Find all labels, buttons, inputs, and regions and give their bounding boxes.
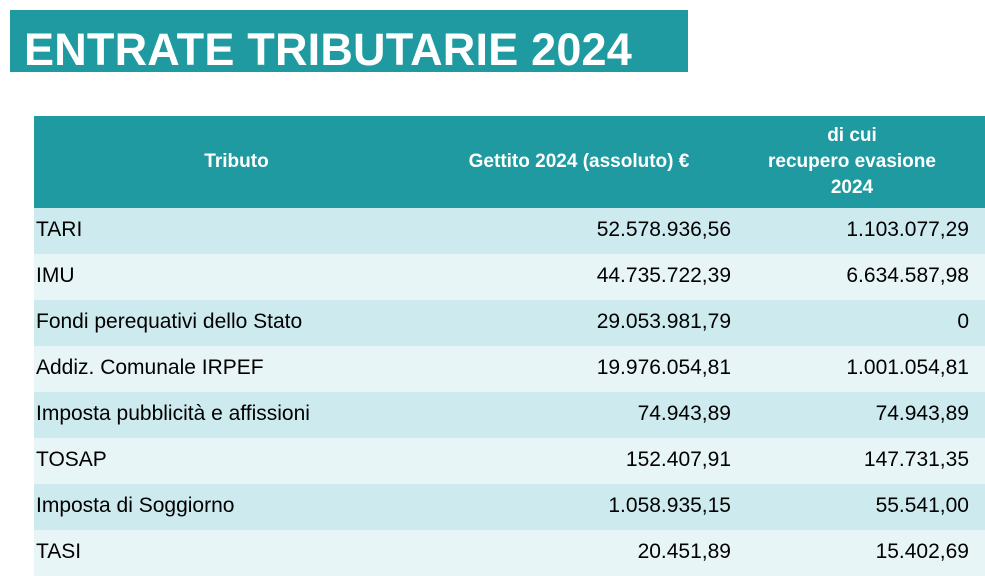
cell-tributo: Fondi perequativi dello Stato [36, 310, 303, 333]
table-header: Tributo Gettito 2024 (assoluto) € di cui… [34, 116, 985, 208]
cell-recupero: 0 [957, 310, 969, 333]
header-recupero-line3: 2024 [830, 177, 874, 198]
cell-gettito: 44.735.722,39 [596, 264, 731, 287]
cell-gettito: 1.058.935,15 [608, 494, 731, 517]
table-row: Addiz. Comunale IRPEF 19.976.054,81 1.00… [34, 346, 985, 392]
cell-gettito: 29.053.981,79 [596, 310, 731, 333]
table-row: TOSAP 152.407,91 147.731,35 [34, 438, 985, 484]
cell-tributo: TOSAP [36, 448, 107, 471]
cell-tributo: IMU [36, 264, 75, 287]
header-recupero-line1: di cui [827, 125, 877, 146]
table-row: TASI 20.451,89 15.402,69 [34, 530, 985, 576]
page-title: ENTRATE TRIBUTARIE 2024 [24, 24, 633, 75]
table-row: Imposta di Soggiorno 1.058.935,15 55.541… [34, 484, 985, 530]
cell-gettito: 20.451,89 [637, 540, 731, 563]
cell-recupero: 1.103.077,29 [846, 218, 969, 241]
cell-tributo: Imposta di Soggiorno [36, 494, 235, 517]
cell-gettito: 152.407,91 [625, 448, 731, 471]
tax-revenue-table: Tributo Gettito 2024 (assoluto) € di cui… [34, 116, 985, 576]
table-row: TARI 52.578.936,56 1.103.077,29 [34, 208, 985, 254]
cell-recupero: 74.943,89 [875, 402, 969, 425]
table-row: Fondi perequativi dello Stato 29.053.981… [34, 300, 985, 346]
header-gettito: Gettito 2024 (assoluto) € [468, 151, 690, 172]
cell-gettito: 74.943,89 [637, 402, 731, 425]
cell-gettito: 19.976.054,81 [596, 356, 731, 379]
table-row: Imposta pubblicità e affissioni 74.943,8… [34, 392, 985, 438]
cell-recupero: 1.001.054,81 [846, 356, 969, 379]
title-banner: ENTRATE TRIBUTARIE 2024 [10, 10, 688, 75]
header-tributo: Tributo [204, 151, 269, 172]
cell-tributo: TASI [36, 540, 82, 563]
table-row: IMU 44.735.722,39 6.634.587,98 [34, 254, 985, 300]
header-recupero: di cui recupero evasione 2024 [719, 116, 985, 208]
cell-tributo: TARI [36, 218, 83, 241]
cell-tributo: Addiz. Comunale IRPEF [36, 356, 264, 379]
cell-recupero: 147.731,35 [863, 448, 969, 471]
cell-tributo: Imposta pubblicità e affissioni [36, 402, 310, 425]
header-recupero-line2: recupero evasione [768, 151, 936, 172]
cell-recupero: 55.541,00 [875, 494, 969, 517]
cell-recupero: 15.402,69 [875, 540, 969, 563]
cell-recupero: 6.634.587,98 [846, 264, 969, 287]
cell-gettito: 52.578.936,56 [596, 218, 731, 241]
table-body: TARI 52.578.936,56 1.103.077,29 IMU 44.7… [34, 208, 985, 576]
